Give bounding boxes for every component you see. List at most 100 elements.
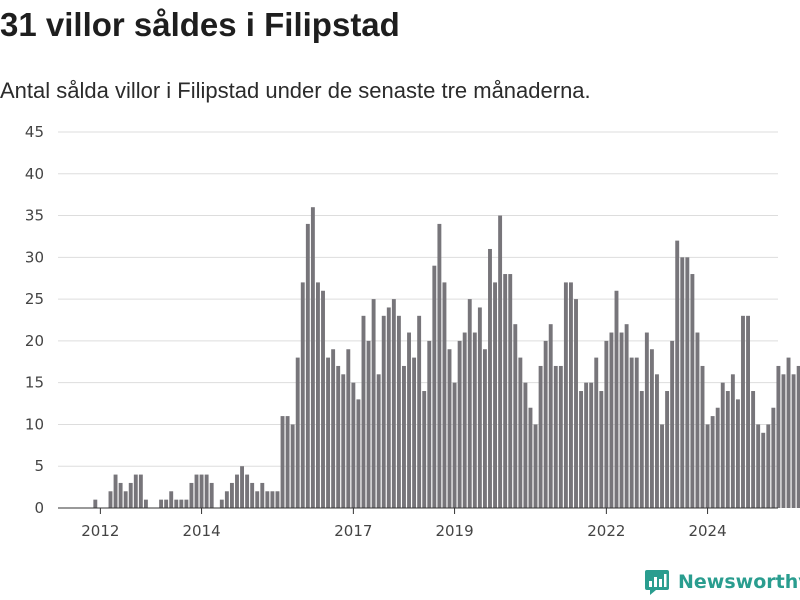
bar — [518, 357, 523, 508]
bar — [346, 349, 351, 508]
newsworthy-logo-text: Newsworthy — [678, 571, 800, 593]
bar — [169, 491, 174, 508]
bar — [548, 324, 553, 508]
y-tick-label: 40 — [25, 165, 44, 183]
bar — [336, 365, 341, 508]
bar — [341, 374, 346, 508]
x-tick-label: 2019 — [435, 522, 473, 540]
x-tick-label: 2014 — [182, 522, 220, 540]
bar — [123, 491, 128, 508]
bar — [224, 491, 229, 508]
bar — [133, 474, 138, 508]
bar — [705, 424, 710, 508]
y-tick-label: 25 — [25, 290, 44, 308]
bar — [482, 349, 487, 508]
bar — [781, 374, 786, 508]
bar — [639, 391, 644, 508]
bar — [447, 349, 452, 508]
bar — [235, 474, 239, 508]
bar — [670, 340, 675, 508]
bar — [189, 482, 194, 508]
bar — [685, 257, 690, 508]
bar — [250, 482, 255, 508]
y-tick-label: 35 — [25, 207, 44, 225]
bar — [376, 374, 381, 508]
bar — [310, 207, 315, 508]
bar — [199, 474, 204, 508]
bar — [371, 299, 376, 508]
bar — [553, 365, 558, 508]
bar — [260, 482, 265, 508]
y-tick-label: 30 — [25, 248, 44, 266]
bar — [351, 382, 356, 508]
bar — [558, 365, 563, 508]
bar — [174, 499, 179, 508]
bar — [265, 491, 270, 508]
bar — [680, 257, 685, 508]
bar — [184, 499, 189, 508]
bar — [786, 357, 791, 508]
bar — [725, 391, 730, 508]
bar — [508, 274, 513, 508]
y-tick-label: 45 — [25, 123, 44, 141]
bar — [159, 499, 164, 508]
bar — [290, 424, 295, 508]
x-tick-label: 2022 — [587, 522, 625, 540]
bar — [589, 382, 594, 508]
newsworthy-logo-icon — [645, 570, 669, 595]
grid-lines — [58, 131, 778, 467]
bar — [331, 349, 336, 508]
chart-subtitle: Antal sålda villor i Filipstad under de … — [0, 78, 591, 103]
newsworthy-logo: Newsworthy — [644, 568, 800, 596]
bar — [422, 391, 427, 508]
bar — [128, 482, 133, 508]
bar — [472, 332, 477, 508]
bar — [528, 407, 533, 508]
bar — [700, 365, 705, 508]
bar — [579, 391, 584, 508]
x-axis-ticks: 2012 2014 2017 2019 2022 2024 — [81, 508, 727, 540]
bar — [710, 416, 715, 508]
bar — [741, 315, 745, 508]
bar — [326, 357, 331, 508]
bar — [796, 365, 800, 508]
bar — [624, 324, 629, 508]
bar — [503, 274, 508, 508]
bar — [93, 499, 98, 508]
bar — [488, 248, 492, 508]
bars — [93, 207, 800, 509]
bar — [396, 315, 401, 508]
bar — [366, 340, 371, 508]
x-tick-label: 2024 — [688, 522, 726, 540]
bar — [730, 374, 735, 508]
bar — [452, 382, 457, 508]
bar — [417, 315, 422, 508]
bar — [113, 474, 118, 508]
bar — [609, 332, 614, 508]
y-tick-label: 15 — [25, 374, 44, 392]
chart-title: 31 villor såldes i Filipstad — [0, 6, 400, 43]
x-tick-label: 2012 — [81, 522, 119, 540]
bar — [563, 282, 568, 508]
bar — [432, 265, 437, 508]
bar — [599, 391, 604, 508]
bar — [634, 357, 639, 508]
bar — [255, 491, 260, 508]
bar — [746, 315, 750, 508]
bar — [771, 407, 776, 508]
bar — [538, 365, 543, 508]
bar — [305, 223, 310, 508]
bar — [321, 290, 325, 508]
bar — [720, 382, 725, 508]
bar — [285, 416, 290, 508]
bar — [776, 365, 781, 508]
bar — [240, 466, 244, 508]
bar — [655, 374, 659, 508]
bar — [143, 499, 148, 508]
bar — [533, 424, 538, 508]
bar — [619, 332, 624, 508]
bar — [407, 332, 411, 508]
bar — [715, 407, 720, 508]
bar — [457, 340, 462, 508]
